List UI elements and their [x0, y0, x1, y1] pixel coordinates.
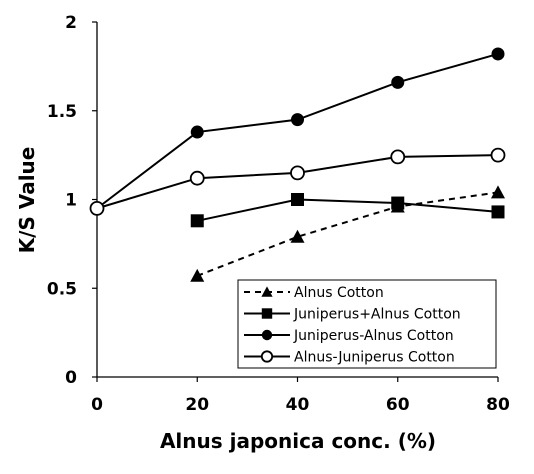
- triangle-marker: [290, 229, 305, 243]
- open-circle-marker: [189, 170, 205, 186]
- series-triangle: [190, 185, 505, 282]
- y-tick-label: 1: [65, 191, 77, 211]
- series-line: [197, 198, 499, 222]
- square-marker: [391, 196, 405, 210]
- square-marker: [491, 205, 505, 219]
- open-circle-marker: [290, 165, 305, 181]
- series-square: [190, 193, 505, 228]
- square-marker: [291, 193, 304, 206]
- triangle-marker: [491, 185, 505, 199]
- legend-label: Juniperus-Alnus Cotton: [293, 328, 454, 344]
- open-circle-marker: [390, 149, 406, 165]
- series-circle-open: [89, 147, 506, 216]
- x-tick-label: 0: [91, 395, 103, 415]
- x-tick-label: 20: [185, 395, 209, 415]
- x-tick-label: 60: [386, 395, 410, 415]
- y-tick-label: 2: [65, 13, 77, 33]
- filled-circle-marker: [291, 113, 304, 127]
- y-tick-label: 0: [65, 368, 77, 388]
- legend-label: Juniperus+Alnus Cotton: [293, 307, 461, 323]
- series-circle-filled: [90, 47, 505, 215]
- filled-circle-marker: [190, 125, 204, 139]
- legend-label: Alnus Cotton: [294, 285, 384, 301]
- x-tick-label: 40: [286, 395, 310, 415]
- open-circle-marker: [89, 200, 105, 216]
- filled-circle-marker: [261, 329, 273, 341]
- series-line: [196, 191, 499, 277]
- x-axis-label: Alnus japonica conc. (%): [160, 429, 436, 453]
- series-layer: [89, 47, 506, 282]
- triangle-marker: [261, 286, 273, 297]
- series-line: [96, 52, 499, 210]
- legend: Alnus Cotton Juniperus+Alnus Cotton Junipe…: [237, 279, 497, 369]
- open-circle-marker: [260, 350, 274, 363]
- filled-circle-marker: [491, 47, 505, 61]
- axes: 00.511.520 20 40 60 80: [47, 13, 510, 415]
- legend-label: Alnus-Juniperus Cotton: [294, 350, 455, 366]
- square-marker: [190, 214, 204, 228]
- y-tick-label: 1.5: [47, 102, 77, 122]
- legend-box: [237, 279, 497, 369]
- y-axis-label: K/S Value: [15, 147, 39, 254]
- filled-circle-marker: [391, 75, 405, 89]
- x-tick-label: 80: [486, 395, 510, 415]
- triangle-marker: [190, 268, 205, 282]
- square-marker: [261, 308, 273, 319]
- y-tick-label: 0.5: [47, 279, 77, 299]
- open-circle-marker: [490, 147, 506, 163]
